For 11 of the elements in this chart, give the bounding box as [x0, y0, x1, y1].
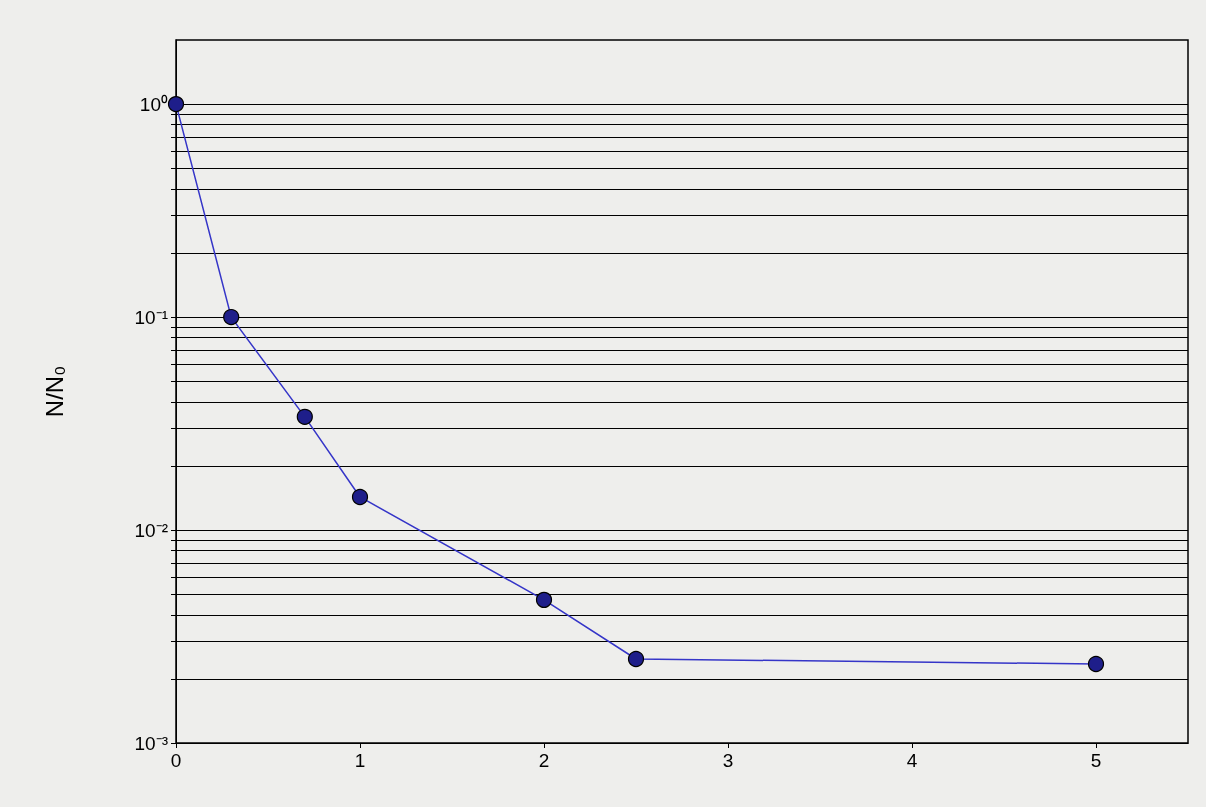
y-tick-label: 10⁻³ [134, 732, 168, 754]
y-tick-label: 10⁰ [139, 93, 168, 115]
x-tick-label: 3 [722, 750, 734, 771]
x-tick-label: 2 [538, 750, 550, 771]
x-tick-label: 0 [170, 750, 182, 771]
y-tick-label: 10⁻¹ [134, 306, 168, 328]
x-tick-label: 5 [1090, 750, 1102, 771]
x-tick-label: 4 [906, 750, 918, 771]
x-tick-label: 1 [354, 750, 366, 771]
y-tick-label: 10⁻² [134, 519, 168, 541]
y-axis-title: N/N₀ [40, 365, 68, 418]
